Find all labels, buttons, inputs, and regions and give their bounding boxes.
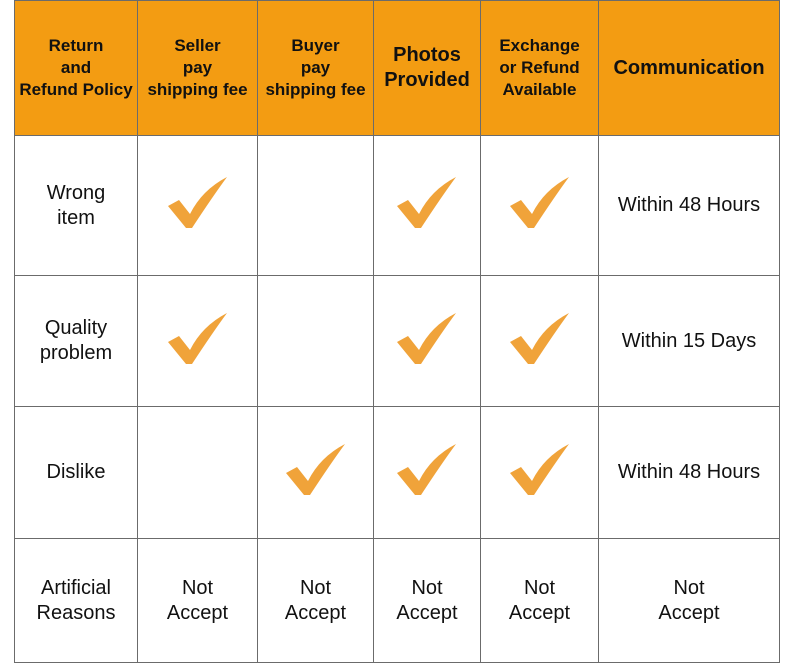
cell-communication: Within 48 Hours xyxy=(598,406,780,539)
row-label-quality-problem: Quality problem xyxy=(14,275,138,407)
cell-communication-not-accept: Not Accept xyxy=(598,538,780,663)
table-row-wrong-item: Wrong item Within 48 Hours xyxy=(14,135,780,276)
cell-buyer xyxy=(257,135,374,276)
cell-buyer xyxy=(257,406,374,539)
header-exchange-refund: Exchange or Refund Available xyxy=(480,0,599,136)
cell-seller xyxy=(137,135,258,276)
cell-seller-not-accept: Not Accept xyxy=(137,538,258,663)
cell-photos-not-accept: Not Accept xyxy=(373,538,481,663)
header-row: Return and Refund Policy Seller pay ship… xyxy=(14,0,780,136)
checkmark-icon xyxy=(167,312,227,364)
table-row-artificial-reasons: Artificial Reasons Not Accept Not Accept… xyxy=(14,538,780,663)
checkmark-icon xyxy=(397,312,456,364)
row-label-artificial-reasons: Artificial Reasons xyxy=(14,538,138,663)
cell-photos xyxy=(373,406,481,539)
checkmark-icon xyxy=(167,177,227,228)
cell-seller xyxy=(137,406,258,539)
table-row-dislike: Dislike Within 48 Hours xyxy=(14,406,780,539)
cell-seller xyxy=(137,275,258,407)
header-buyer-pay-shipping: Buyer pay shipping fee xyxy=(257,0,374,136)
cell-communication: Within 48 Hours xyxy=(598,135,780,276)
cell-exchange xyxy=(480,406,599,539)
header-seller-pay-shipping: Seller pay shipping fee xyxy=(137,0,258,136)
cell-exchange xyxy=(480,275,599,407)
cell-communication: Within 15 Days xyxy=(598,275,780,407)
header-communication: Communication xyxy=(598,0,780,136)
header-photos-provided: Photos Provided xyxy=(373,0,481,136)
cell-exchange xyxy=(480,135,599,276)
checkmark-icon xyxy=(509,312,569,364)
cell-photos xyxy=(373,275,481,407)
return-refund-policy-table: Return and Refund Policy Seller pay ship… xyxy=(14,0,780,663)
checkmark-icon xyxy=(509,444,569,495)
checkmark-icon xyxy=(397,444,456,495)
row-label-dislike: Dislike xyxy=(14,406,138,539)
checkmark-icon xyxy=(397,177,456,228)
cell-buyer-not-accept: Not Accept xyxy=(257,538,374,663)
checkmark-icon xyxy=(285,444,345,495)
header-return-refund-policy: Return and Refund Policy xyxy=(14,0,138,136)
row-label-wrong-item: Wrong item xyxy=(14,135,138,276)
cell-photos xyxy=(373,135,481,276)
cell-buyer xyxy=(257,275,374,407)
cell-exchange-not-accept: Not Accept xyxy=(480,538,599,663)
table-row-quality-problem: Quality problem Within 15 Days xyxy=(14,275,780,407)
checkmark-icon xyxy=(509,177,569,228)
